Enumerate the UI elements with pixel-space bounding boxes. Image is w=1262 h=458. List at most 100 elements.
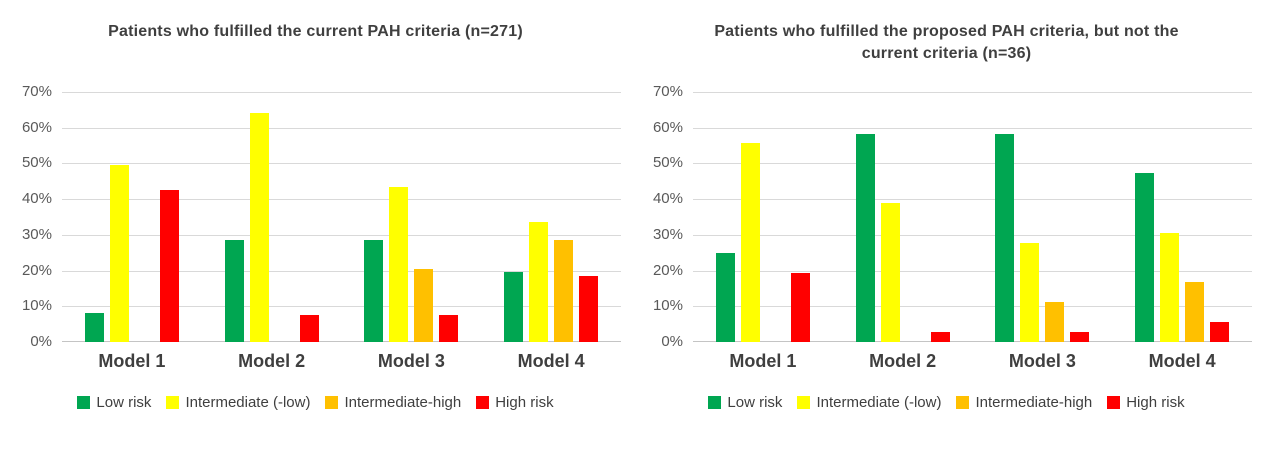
bar-low-risk (364, 240, 384, 342)
x-axis-label-model-1: Model 1 (98, 351, 166, 371)
chart-title: Patients who fulfilled the current PAH c… (108, 23, 523, 40)
chart-panel-current-criteria: Patients who fulfilled the current PAH c… (0, 0, 631, 411)
x-axis-line (62, 341, 621, 342)
gridline (62, 199, 621, 201)
legend-item-intermediate-low: Intermediate (-low) (166, 394, 310, 411)
legend-item-intermediate-high: Intermediate-high (956, 394, 1092, 411)
y-axis-tick-label: 0% (30, 333, 52, 350)
bar-high-risk (579, 275, 599, 342)
legend-label: High risk (1126, 394, 1185, 411)
bar-intermediate-high (1185, 282, 1205, 342)
bar-group-model-2 (833, 92, 973, 342)
bar-group-model-1 (693, 92, 833, 342)
bar-low-risk (84, 313, 104, 342)
bar-group-model-4 (481, 92, 621, 342)
y-axis: 0% 10% 20% 30% 40% 50% 60% 70% (0, 83, 62, 350)
gridline (693, 199, 1252, 201)
bar-low-risk (715, 252, 735, 342)
legend: Low risk Intermediate (-low) Intermediate-… (631, 394, 1262, 411)
bar-intermediate-low (740, 143, 760, 342)
bar-intermediate-high (554, 240, 574, 342)
x-axis-label-model-3: Model 3 (1008, 351, 1076, 371)
y-axis-tick-label: 50% (652, 154, 683, 172)
gridline (693, 270, 1252, 272)
gridline (62, 127, 621, 129)
gridline (62, 92, 621, 93)
chart-panel-proposed-criteria: Patients who fulfilled the proposed PAH … (631, 0, 1262, 458)
x-axis: Model 1 Model 2 Model 3 Model 4 (62, 351, 621, 372)
y-axis-tick-label: 20% (21, 261, 52, 279)
plot-row: 0% 10% 20% 30% 40% 50% 60% 70% (0, 83, 631, 350)
legend-label: Intermediate-high (344, 394, 462, 411)
legend-swatch-icon (77, 396, 91, 409)
bar-high-risk (930, 332, 950, 342)
y-axis-tick-label: 70% (652, 83, 683, 100)
bar-low-risk (1135, 173, 1155, 342)
legend-swatch-icon (325, 396, 339, 409)
gridline (693, 92, 1252, 93)
bar-intermediate-low (249, 113, 269, 342)
chart-title-wrap: Patients who fulfilled the proposed PAH … (631, 0, 1262, 92)
bar-low-risk (504, 272, 524, 342)
y-axis-tick-label: 40% (652, 190, 683, 208)
x-axis-label-model-4: Model 4 (517, 351, 585, 371)
legend-label: High risk (495, 394, 554, 411)
bar-groups (62, 92, 621, 342)
gridline (62, 270, 621, 272)
x-axis-label-model-2: Model 2 (238, 351, 306, 371)
bar-intermediate-low (109, 165, 129, 342)
y-axis-tick-label: 30% (652, 225, 683, 243)
y-axis-tick-label: 60% (652, 118, 683, 136)
legend-swatch-icon (1107, 396, 1121, 409)
bar-high-risk (439, 315, 459, 342)
legend-item-intermediate-low: Intermediate (-low) (797, 394, 941, 411)
y-axis-tick-label: 30% (21, 225, 52, 243)
y-axis-tick-label: 40% (21, 190, 52, 208)
bar-high-risk (1210, 322, 1230, 342)
bar-intermediate-high (1045, 302, 1065, 342)
y-axis-tick-label: 70% (21, 83, 52, 100)
legend-swatch-icon (476, 396, 490, 409)
y-axis-tick-label: 10% (652, 297, 683, 315)
y-axis-tick-label: 0% (661, 333, 683, 350)
y-axis-tick-label: 20% (652, 261, 683, 279)
legend-swatch-icon (166, 396, 180, 409)
bar-intermediate-low (529, 222, 549, 342)
legend-item-low-risk: Low risk (77, 394, 151, 411)
gridline (693, 127, 1252, 129)
bar-low-risk (855, 133, 875, 342)
legend-label: Low risk (96, 394, 152, 411)
chart-title: Patients who fulfilled the proposed PAH … (714, 23, 1179, 63)
legend-label: Low risk (727, 394, 783, 411)
plot-area (693, 92, 1252, 342)
gridline (693, 234, 1252, 236)
bar-high-risk (159, 190, 179, 342)
gridline (62, 306, 621, 308)
plot-row: 0% 10% 20% 30% 40% 50% 60% 70% (631, 83, 1262, 350)
legend-swatch-icon (708, 396, 722, 409)
x-axis-label-model-2: Model 2 (869, 351, 937, 371)
bar-group-model-4 (1112, 92, 1252, 342)
legend-item-high-risk: High risk (1107, 394, 1185, 411)
x-axis-label-model-3: Model 3 (377, 351, 445, 371)
gridline (62, 163, 621, 165)
bar-intermediate-low (1160, 232, 1180, 342)
gridline (693, 306, 1252, 308)
y-axis-tick-label: 60% (21, 118, 52, 136)
bar-groups (693, 92, 1252, 342)
y-axis: 0% 10% 20% 30% 40% 50% 60% 70% (631, 83, 693, 350)
bar-intermediate-low (1020, 242, 1040, 342)
bar-high-risk (1070, 332, 1090, 342)
bar-group-model-3 (973, 92, 1113, 342)
x-axis-label-model-4: Model 4 (1148, 351, 1216, 371)
legend-label: Intermediate-high (975, 394, 1093, 411)
bar-low-risk (224, 240, 244, 342)
bar-low-risk (995, 133, 1015, 342)
x-axis-label-model-1: Model 1 (729, 351, 797, 371)
plot-area (62, 92, 621, 342)
gridline (693, 163, 1252, 165)
y-axis-tick-label: 10% (21, 297, 52, 315)
chart-title-wrap: Patients who fulfilled the current PAH c… (0, 0, 631, 92)
legend-item-high-risk: High risk (476, 394, 554, 411)
